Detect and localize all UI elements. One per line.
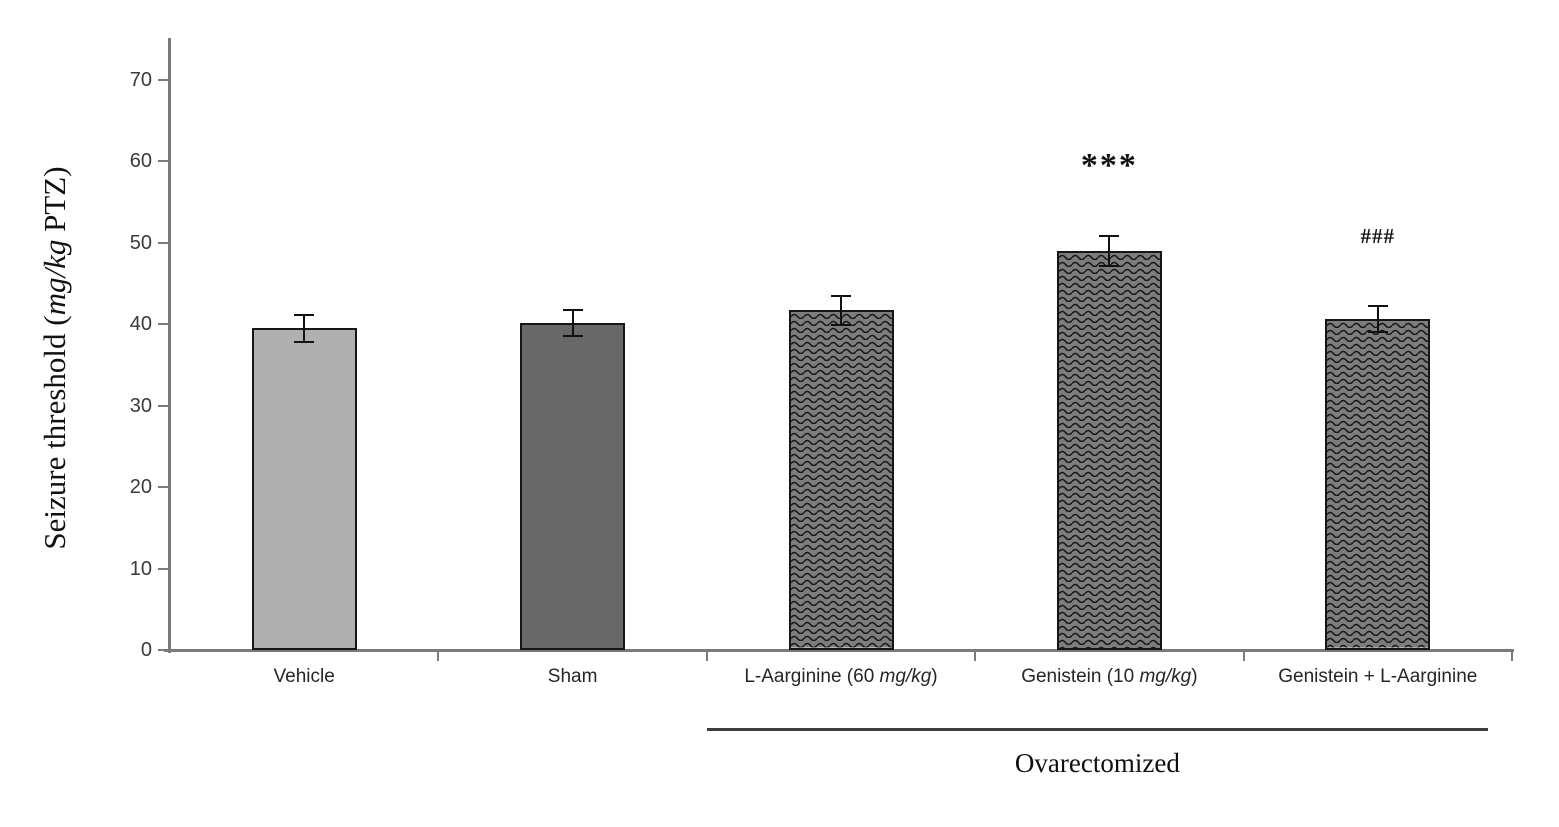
y-tick-mark <box>158 323 168 326</box>
y-axis-title-post: PTZ) <box>37 166 72 240</box>
x-axis-line <box>164 649 1514 652</box>
chart-bar <box>1325 319 1431 650</box>
x-category-label: L-Aarginine (60 mg/kg) <box>707 664 975 690</box>
error-bar-whisker <box>303 314 306 343</box>
x-tick-mark <box>1242 651 1245 661</box>
y-tick-mark <box>158 404 168 407</box>
error-bar-whisker <box>1376 306 1379 333</box>
chart-bar <box>520 322 626 650</box>
y-axis-title-pre: Seizure threshold ( <box>37 315 72 550</box>
error-bar-cap-bottom <box>831 324 851 327</box>
y-tick-mark <box>158 649 168 651</box>
y-axis-title: Seizure threshold (mg/kg PTZ) <box>35 58 75 658</box>
x-category-label: Genistein + L-Aarginine <box>1244 664 1512 690</box>
wave-pattern-fill <box>1058 253 1160 648</box>
y-tick-label: 0 <box>140 639 152 661</box>
error-bar-cap-bottom <box>294 341 315 344</box>
error-bar-cap-bottom <box>1099 264 1120 267</box>
wave-pattern-fill <box>1327 321 1429 648</box>
error-bar-whisker <box>1108 236 1111 266</box>
x-category-label: Genistein (10 mg/kg) <box>975 664 1243 690</box>
y-tick-label: 70 <box>129 69 152 91</box>
y-tick-label: 10 <box>129 557 152 580</box>
x-category-label: Vehicle <box>170 664 438 690</box>
x-category-label-part: Genistein (10 <box>1021 666 1140 687</box>
significance-annotation: *** <box>1080 147 1138 185</box>
chart-bar <box>1056 251 1162 650</box>
error-bar-cap-bottom <box>1367 331 1388 334</box>
x-category-label-part: Genistein + L-Aarginine <box>1278 666 1478 687</box>
y-tick-mark <box>158 486 168 489</box>
y-tick-mark <box>158 160 168 163</box>
y-tick-label: 40 <box>129 313 152 336</box>
x-category-label-part: L-Aarginine (60 <box>744 666 880 687</box>
error-bar-cap-top <box>1367 305 1388 308</box>
x-category-label-part: Sham <box>547 666 598 687</box>
x-category-label-part: ) <box>1191 666 1198 687</box>
y-tick-mark <box>158 241 168 244</box>
y-tick-label: 30 <box>129 394 152 417</box>
x-category-label-part: mg/kg <box>1139 666 1192 687</box>
x-tick-mark <box>974 651 977 661</box>
x-tick-mark <box>705 651 708 661</box>
wave-pattern-fill <box>790 312 892 648</box>
error-bar-whisker <box>840 295 842 326</box>
x-category-label: Sham <box>438 664 706 690</box>
y-tick-label: 50 <box>129 231 152 254</box>
x-tick-mark <box>437 651 440 661</box>
error-bar-whisker <box>571 309 574 336</box>
error-bar-cap-top <box>562 308 583 311</box>
x-category-label-part: mg/kg <box>879 666 932 687</box>
error-bar-cap-top <box>294 313 315 316</box>
error-bar-cap-top <box>831 294 851 297</box>
x-category-label-part: Vehicle <box>273 666 335 687</box>
y-tick-mark <box>158 79 168 81</box>
error-bar-cap-bottom <box>562 334 583 337</box>
ovarectomized-group-label: Ovarectomized <box>1014 748 1180 778</box>
x-category-label-part: ) <box>931 666 938 687</box>
y-tick-label: 60 <box>129 150 152 173</box>
y-axis-title-italic: mg/kg <box>37 239 72 316</box>
error-bar-cap-top <box>1099 235 1120 238</box>
significance-annotation: ### <box>1360 224 1396 249</box>
x-tick-mark <box>1511 651 1513 661</box>
chart-bar <box>788 310 894 650</box>
chart-bar <box>251 328 357 650</box>
y-tick-mark <box>158 567 168 570</box>
ovarectomized-group-line <box>706 728 1488 731</box>
y-tick-label: 20 <box>129 476 152 499</box>
y-axis-line <box>168 38 171 653</box>
